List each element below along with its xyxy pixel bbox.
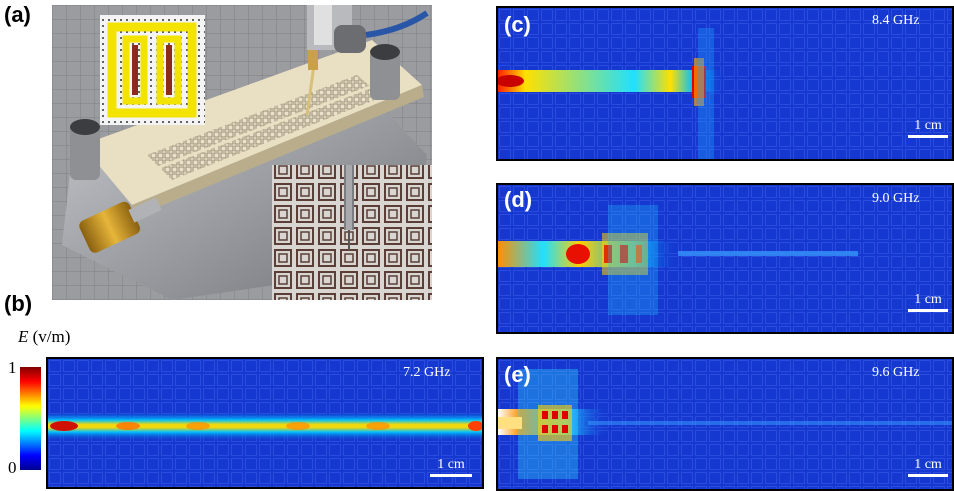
- panel-d-frequency: 9.0 GHz: [872, 191, 920, 206]
- panel-b-scale-line: [430, 474, 472, 477]
- field-map-c: [496, 6, 954, 161]
- panel-d-label: (d): [504, 187, 533, 212]
- panel-c-scale-label: 1 cm: [914, 118, 942, 133]
- colorbar-title-unit: (v/m): [28, 327, 71, 346]
- panel-c-frequency: 8.4 GHz: [872, 13, 920, 28]
- colorbar-title-symbol: E: [18, 327, 29, 346]
- panel-e-scale-bar: 1 cm: [908, 457, 948, 477]
- panel-c-label: (c): [504, 12, 531, 37]
- panel-b-scale-bar: 1 cm: [430, 457, 472, 477]
- panel-e-scale-line: [908, 474, 948, 477]
- panel-a-label: (a): [4, 2, 31, 27]
- panel-b-label: (b): [4, 291, 33, 316]
- panel-b-scale-label: 1 cm: [437, 457, 465, 472]
- measurement-setup-photo: [52, 5, 432, 300]
- panel-e-scale-label: 1 cm: [914, 457, 942, 472]
- field-map-b: [46, 357, 484, 489]
- panel-d-scale-label: 1 cm: [914, 292, 942, 307]
- panel-d-scale-line: [908, 309, 948, 312]
- colorbar-title: E (v/m): [18, 327, 70, 347]
- panel-d-scale-bar: 1 cm: [908, 292, 948, 312]
- panel-b-frequency: 7.2 GHz: [403, 365, 451, 380]
- colorbar: [20, 367, 41, 470]
- panel-c-scale-bar: 1 cm: [908, 118, 948, 138]
- field-map-d: [496, 183, 954, 334]
- panel-e-label: (e): [504, 362, 531, 387]
- colorbar-max-label: 1: [8, 358, 17, 377]
- colorbar-min-label: 0: [8, 458, 17, 477]
- panel-e-frequency: 9.6 GHz: [872, 365, 920, 380]
- field-map-e: [496, 357, 954, 491]
- panel-c-scale-line: [908, 135, 948, 138]
